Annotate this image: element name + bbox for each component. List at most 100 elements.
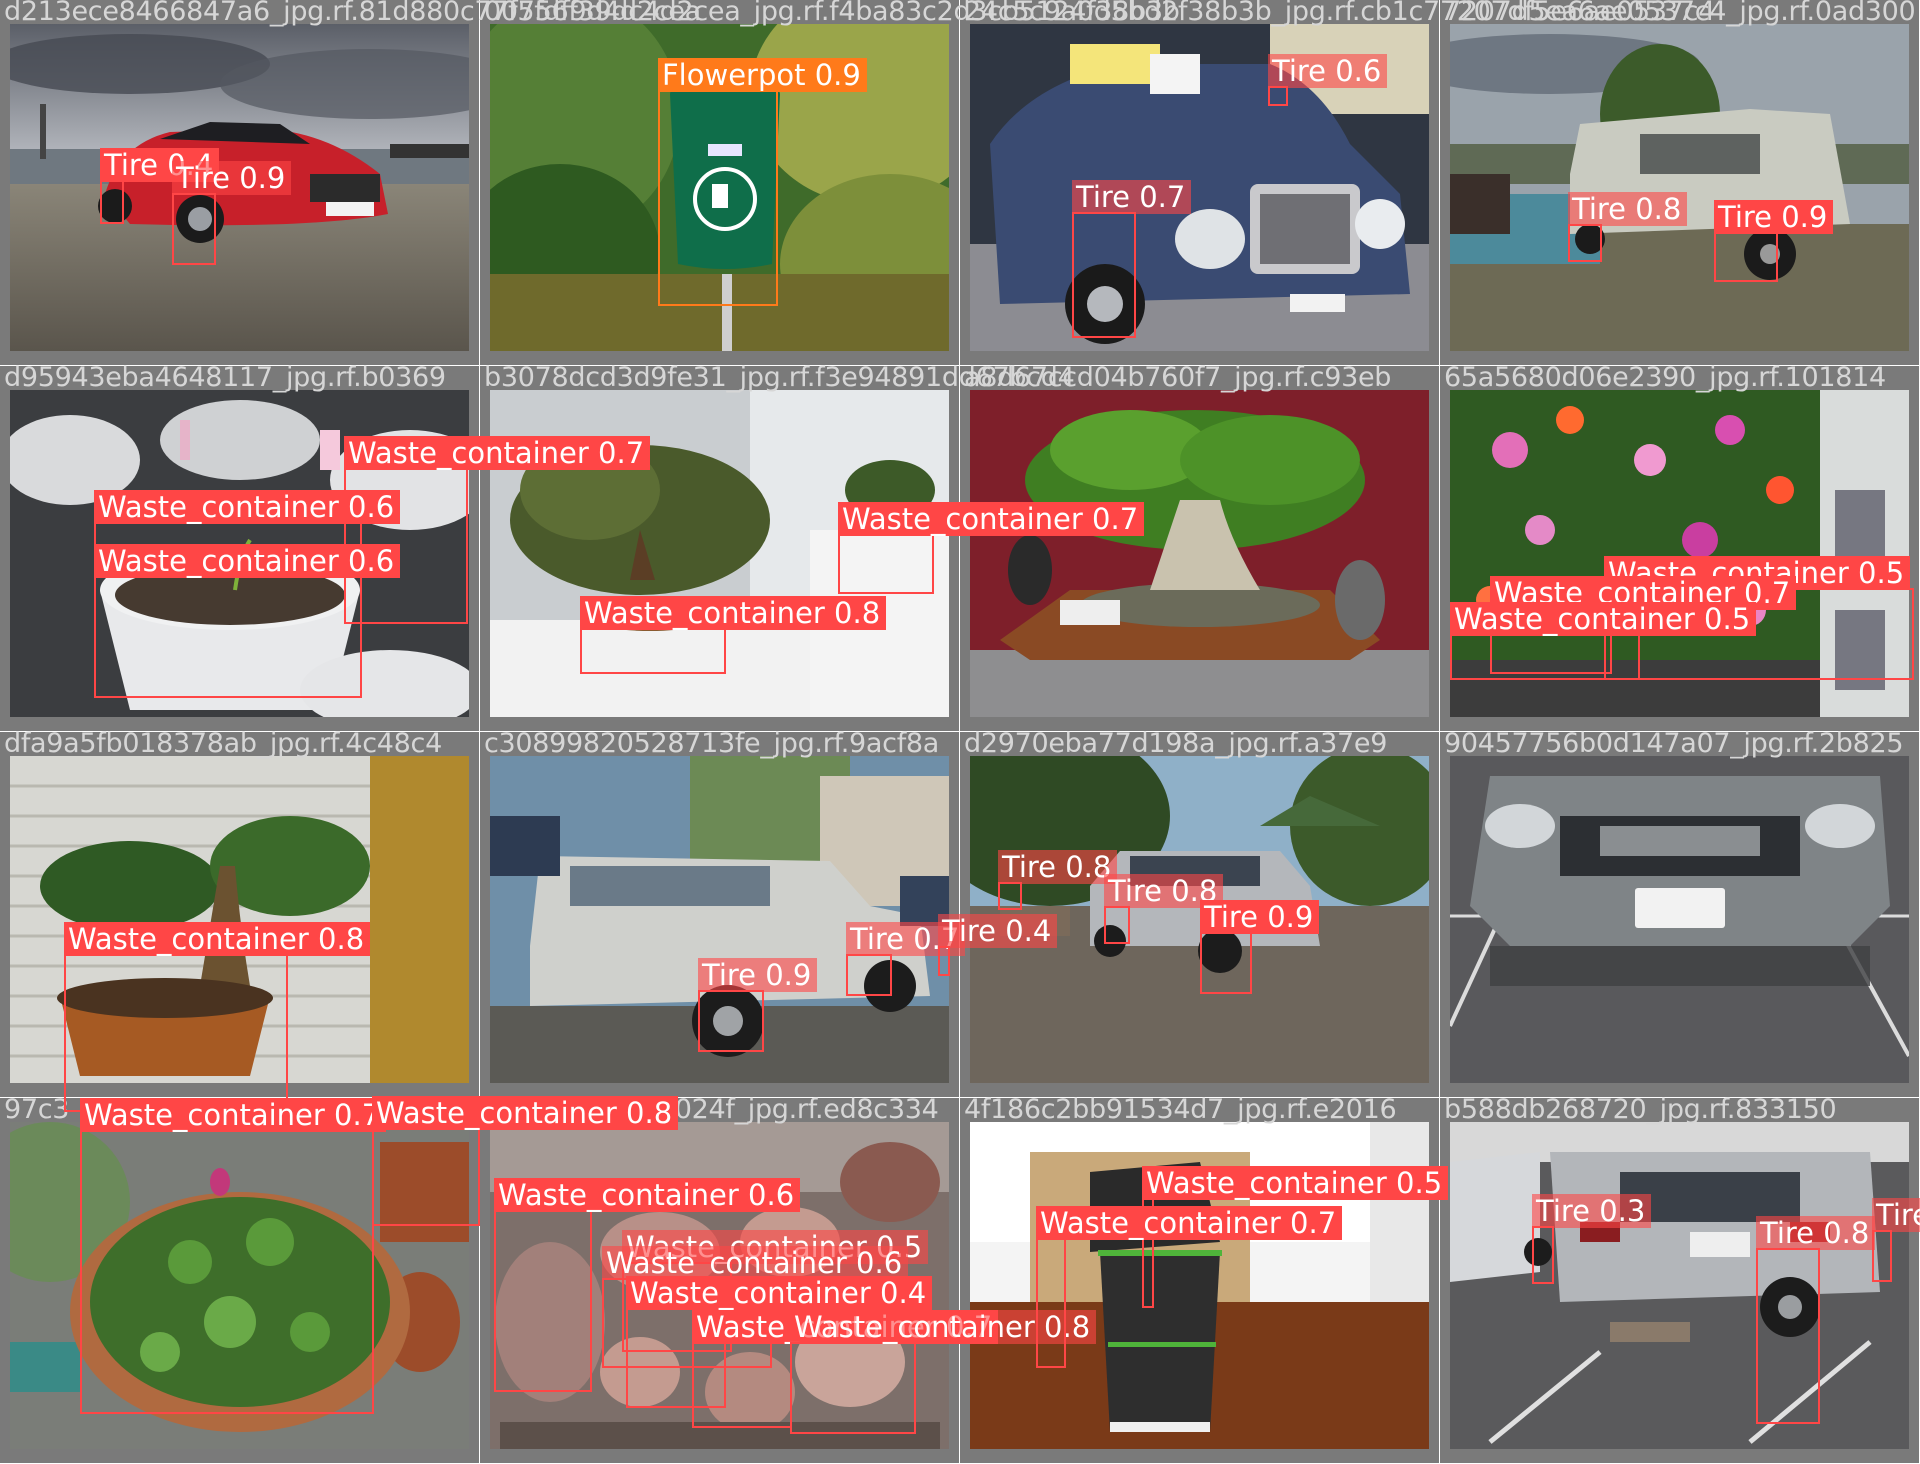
photo <box>1450 1122 1909 1449</box>
tire-detection-box: Tire 0.9 <box>1200 900 1320 994</box>
waste-container-detection-box: Waste_container 0.8 <box>580 596 887 674</box>
detection-label: Tire 0.8 <box>1756 1216 1876 1250</box>
photo <box>970 24 1429 351</box>
detection-label: Waste_container 0.8 <box>580 596 887 630</box>
fig-bonsai-scene <box>970 390 1429 717</box>
waste-container-detection-box: Waste_container 0.5 <box>1450 602 1757 680</box>
tire-detection-box: Tire 0.3 <box>1532 1194 1652 1284</box>
waste-container-detection-box: Waste_container 0.7 <box>692 1310 999 1428</box>
detection-label: Waste_container 0.8 <box>64 922 371 956</box>
detection-label: Tire 0.3 <box>1532 1194 1652 1228</box>
detection-label: Waste_container 0.5 <box>1142 1166 1449 1200</box>
image-filename: 65a5680d06e2390_jpg.rf.101814 <box>1444 362 1886 393</box>
panel: 90457756b0d147a07_jpg.rf.2b825 <box>1440 728 1919 1097</box>
detection-label: Tire 0.9 <box>1714 200 1834 234</box>
waste-container-detection-box: Waste_container 0.6 <box>494 1178 801 1392</box>
detection-label: Tire 0.9 <box>698 958 818 992</box>
panel: d213ece8466847a6_jpg.rf.81d880c77f5fdf9d… <box>0 0 701 365</box>
waste-container-detection-box: Waste_container 0.6 <box>94 544 401 698</box>
panel: a8d67ccd04b760f7_jpg.rf.c93eb <box>960 362 1439 731</box>
detection-label: Waste_container 0.6 <box>602 1246 909 1280</box>
image-filename: dfa9a5fb018378ab_jpg.rf.4c48c4 <box>4 728 442 759</box>
panel: c30899820528713fe_jpg.rf.9acf8a Tire 0.9… <box>480 728 1058 1097</box>
panel: d95943eba4648117_jpg.rf.b0369 Waste_cont… <box>0 362 651 731</box>
detection-label: Waste_container 0.6 <box>94 544 401 578</box>
waste-container-detection-box: Waste_container 0.7 <box>1036 1206 1343 1368</box>
waste-container-detection-box: Waste_container 0.8 <box>372 1096 679 1226</box>
rear-suv-scene <box>1450 1122 1909 1449</box>
detection-label: Waste_container 0.6 <box>494 1178 801 1212</box>
detection-label: Waste_container 0.5 <box>1450 602 1757 636</box>
waste-container-detection-box: Waste_container 0.8 <box>790 1310 1097 1434</box>
detection-label: Tire 0.8 <box>998 850 1118 884</box>
detection-label: Tire 0.8 <box>1568 192 1688 226</box>
detection-label: Waste_container 0.7 <box>838 502 1145 536</box>
panel: 65a5680d06e2390_jpg.rf.101814 Waste_cont… <box>1440 362 1919 731</box>
detection-label: Waste_container 0.7 <box>80 1098 387 1132</box>
detection-label: Waste_container 0.4 <box>626 1276 933 1310</box>
detection-label: Waste_container 0.6 <box>94 490 401 524</box>
detection-label: Waste_container 0.7 <box>1036 1206 1343 1240</box>
detection-label: Waste_container 0.7 <box>344 436 651 470</box>
photo <box>10 1122 469 1449</box>
waste-container-detection-box: Waste_container 0.7 <box>344 436 651 624</box>
detection-label: Tire <box>1872 1198 1920 1232</box>
image-filename: 7207d5ea6ae0537c4_jpg.rf.0ad300 <box>1444 0 1916 27</box>
sedan-scene <box>10 24 469 351</box>
image-filename: d2970eba77d198a_jpg.rf.a37e9 <box>964 728 1388 759</box>
clover-pot-scene <box>10 1122 469 1449</box>
detection-label: Waste_container 0.8 <box>790 1310 1097 1344</box>
tire-detection-box: Tire 0.9 <box>1714 200 1834 282</box>
honda-parking-scene <box>1450 756 1909 1083</box>
photo <box>490 24 949 351</box>
panel: dfa9a5fb018378ab_jpg.rf.4c48c4 Waste_con… <box>0 728 479 1112</box>
photo <box>1450 756 1909 1083</box>
landrover-scene <box>1450 24 1909 351</box>
detection-label: Flowerpot 0.9 <box>658 58 867 92</box>
detection-label: Tire 0.8 <box>1104 874 1224 908</box>
photo <box>970 390 1429 717</box>
photo <box>10 24 469 351</box>
waste-container-detection-box: Waste_container 0.5 <box>1142 1166 1449 1308</box>
tire-detection-box: Tire <box>1872 1198 1920 1282</box>
tire-detection-box: Tire 0.7 <box>1072 180 1192 338</box>
tire-detection-box: Tire 0.9 <box>698 958 818 1052</box>
panel: 24c5c9a0d5bd2f38b3b_jpg.rf.cb1c77207df5e… <box>960 0 1715 365</box>
green-bin-scene <box>490 24 949 351</box>
tire-detection-box: Tire 0.7 <box>846 922 966 996</box>
mercedes-scene <box>970 24 1429 351</box>
detection-label: Tire 0.7 <box>1072 180 1192 214</box>
panel: b588db268720_jpg.rf.833150 Tire 0.3 Tire… <box>1440 1094 1920 1463</box>
tire-detection-box: Tire 0.8 <box>1104 874 1224 944</box>
tire-detection-box: Tire 0.9 <box>172 161 292 265</box>
image-filename: a8d67ccd04b760f7_jpg.rf.c93eb <box>964 362 1392 393</box>
tire-detection-box: Tire 0.8 <box>998 850 1118 910</box>
flower-wall-scene <box>1450 390 1909 717</box>
image-filename: b588db268720_jpg.rf.833150 <box>1444 1094 1837 1125</box>
image-filename: d95943eba4648117_jpg.rf.b0369 <box>4 362 446 393</box>
image-filename: 97c3 <box>4 1094 70 1125</box>
waste-container-detection-box: Waste_container 0.6 <box>602 1246 909 1368</box>
flowerpot-detection-box: Flowerpot 0.9 <box>658 58 867 306</box>
waste-container-detection-box: Waste_container 0.7 <box>838 502 1145 594</box>
panel: 00756f39dc4d2cea_jpg.rf.f4ba83c2d3cb5124… <box>480 0 1180 365</box>
detection-label: Tire 0.6 <box>1268 54 1388 88</box>
image-filename: 90457756b0d147a07_jpg.rf.2b825 <box>1444 728 1904 759</box>
detection-label: Tire 0.4 <box>938 914 1058 948</box>
photo <box>1450 24 1909 351</box>
panel: b3078dcd3d9fe31_jpg.rf.f3e94891dd67bcd4 … <box>480 364 1145 731</box>
panel: 7207d5ea6ae0537c4_jpg.rf.0ad300 Tire 0.8… <box>1440 0 1919 365</box>
tire-detection-box: Tire 0.4 <box>938 914 1058 976</box>
detection-label: Tire 0.9 <box>172 161 292 195</box>
waste-container-detection-box: Waste_container 0.4 <box>626 1276 933 1408</box>
image-filename: 4f186c2bb91534d7_jpg.rf.e2016 <box>964 1094 1397 1125</box>
waste-container-detection-box: Waste_container 0.7 <box>80 1098 387 1414</box>
detection-label: Tire 0.9 <box>1200 900 1320 934</box>
tire-detection-box: Tire 0.6 <box>1268 54 1388 106</box>
panel: 97c3 Waste_container 0.7 Waste_container… <box>0 1094 679 1463</box>
tire-detection-box: Tire 0.8 <box>1756 1216 1876 1424</box>
detection-label: Waste_container 0.8 <box>372 1096 679 1130</box>
waste-container-detection-box: Waste_container 0.8 <box>64 922 371 1112</box>
image-filename: c30899820528713fe_jpg.rf.9acf8a <box>484 728 940 759</box>
